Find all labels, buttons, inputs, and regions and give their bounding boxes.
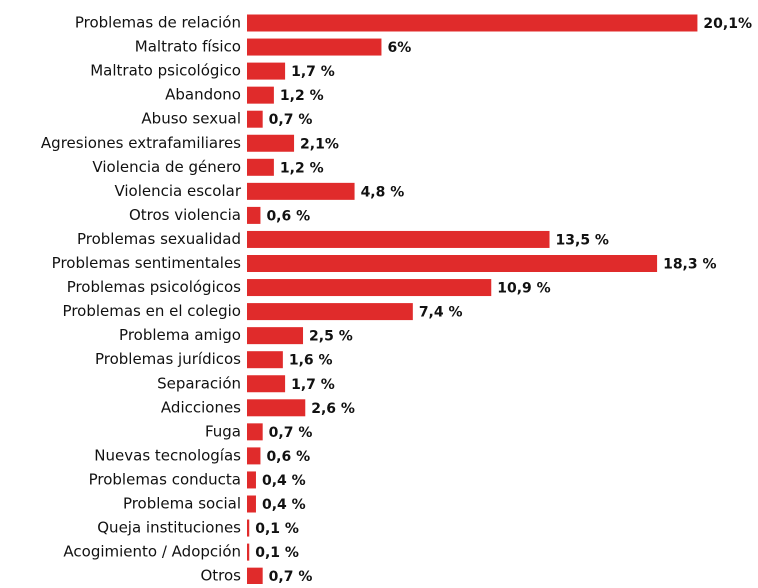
value-label: 0,4 % <box>262 473 306 489</box>
category-label: Problema amigo <box>119 326 241 344</box>
value-label: 0,7 % <box>269 425 313 441</box>
value-label: 1,2 % <box>280 160 324 176</box>
bar <box>247 86 274 104</box>
bar <box>247 327 304 345</box>
bar <box>247 495 256 513</box>
value-label: 7,4 % <box>419 305 463 321</box>
value-label: 18,3 % <box>663 257 716 273</box>
category-label: Problemas de relación <box>75 14 241 32</box>
category-label: Problemas conducta <box>89 470 241 488</box>
bar <box>247 543 250 561</box>
category-label: Fuga <box>205 422 241 440</box>
category-label: Otros <box>200 567 241 584</box>
bar <box>247 38 382 56</box>
value-label: 0,7 % <box>269 569 313 584</box>
category-label: Acogimiento / Adopción <box>63 543 241 561</box>
value-label: 0,1 % <box>255 545 299 561</box>
category-label: Violencia escolar <box>114 182 241 200</box>
category-label: Separación <box>157 374 241 392</box>
category-label: Problemas jurídicos <box>95 350 241 368</box>
bar <box>247 519 250 537</box>
category-label: Queja instituciones <box>97 519 241 537</box>
bar <box>247 14 698 32</box>
value-label: 2,1% <box>300 136 339 152</box>
value-label: 2,5 % <box>309 329 353 345</box>
bar <box>247 206 261 224</box>
value-label: 0,1 % <box>255 521 299 537</box>
category-label: Abandono <box>165 86 241 104</box>
bar <box>247 471 256 489</box>
value-label: 0,4 % <box>262 497 306 513</box>
value-label: 1,7 % <box>291 64 335 80</box>
category-label: Abuso sexual <box>141 110 241 128</box>
value-label: 0,7 % <box>269 112 313 128</box>
value-label: 13,5 % <box>556 232 609 248</box>
category-label: Nuevas tecnologías <box>94 446 241 464</box>
value-label: 20,1% <box>703 16 752 32</box>
category-label: Agresiones extrafamiliares <box>41 134 241 152</box>
value-label: 2,6 % <box>311 401 355 417</box>
value-label: 6% <box>387 40 411 56</box>
bar <box>247 230 550 248</box>
value-label: 0,6 % <box>266 208 310 224</box>
bar <box>247 399 306 417</box>
bar <box>247 158 274 176</box>
bar <box>247 134 295 152</box>
bar <box>247 110 263 128</box>
category-label: Maltrato físico <box>135 38 241 56</box>
value-label: 4,8 % <box>361 184 405 200</box>
value-label: 0,6 % <box>266 449 310 465</box>
value-label: 1,6 % <box>289 353 333 369</box>
category-label: Problemas sentimentales <box>52 254 242 272</box>
category-label: Problemas sexualidad <box>77 230 241 248</box>
bar <box>247 351 283 369</box>
bar <box>247 182 355 200</box>
bar <box>247 303 413 321</box>
category-label: Problemas psicológicos <box>67 278 241 296</box>
bar <box>247 567 263 585</box>
category-label: Problemas en el colegio <box>63 302 241 320</box>
category-label: Violencia de género <box>92 158 241 176</box>
value-label: 1,7 % <box>291 377 335 393</box>
value-label: 10,9 % <box>497 281 550 297</box>
category-label: Adicciones <box>161 398 241 416</box>
bar <box>247 447 261 465</box>
category-label: Maltrato psicológico <box>90 62 241 80</box>
bar <box>247 423 263 441</box>
bar <box>247 62 286 80</box>
bar <box>247 375 286 393</box>
bar <box>247 255 658 272</box>
bar <box>247 279 492 297</box>
category-label: Otros violencia <box>129 206 241 224</box>
category-label: Problema social <box>123 495 241 513</box>
value-label: 1,2 % <box>280 88 324 104</box>
